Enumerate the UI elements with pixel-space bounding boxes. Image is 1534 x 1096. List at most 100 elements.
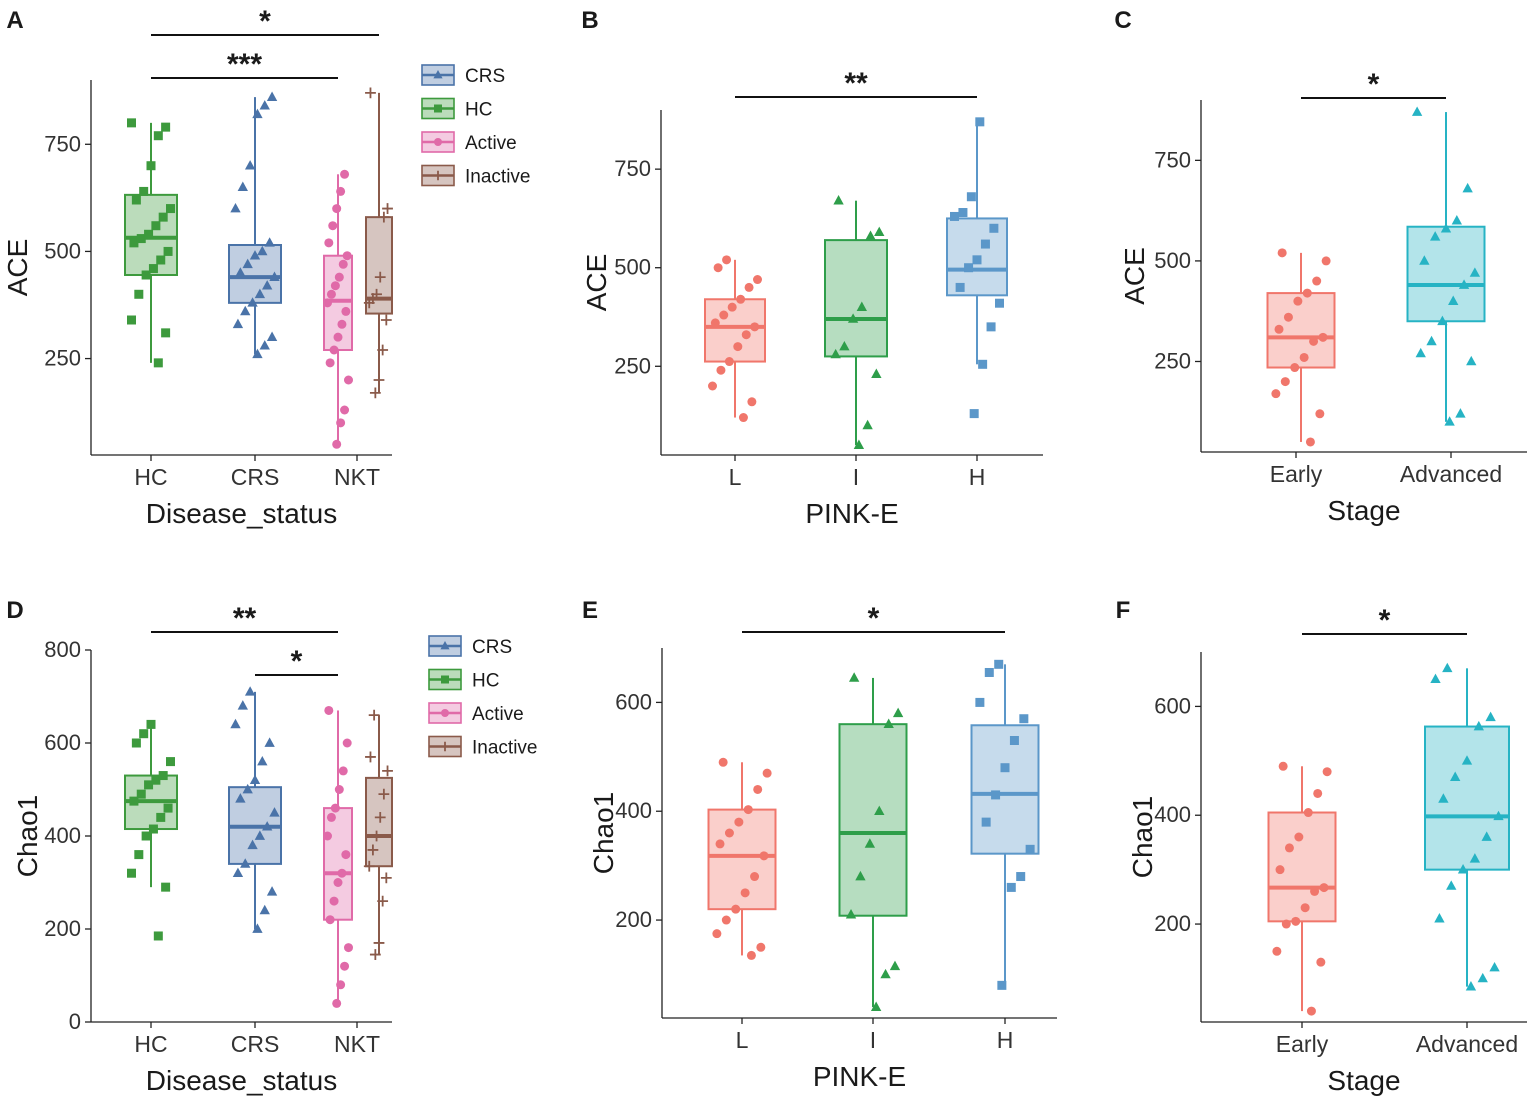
data-point (848, 672, 860, 682)
data-point (724, 357, 734, 367)
x-tick-label: Advanced (1416, 1031, 1518, 1057)
data-point (1299, 352, 1309, 362)
data-point (1318, 332, 1328, 342)
x-axis-label: PINK-E (805, 498, 898, 529)
data-point (333, 878, 343, 887)
data-point (266, 331, 278, 341)
box-iqr (970, 724, 1040, 855)
data-point (332, 998, 342, 1008)
data-point (747, 397, 757, 407)
data-point (708, 381, 717, 391)
data-point (1025, 844, 1035, 854)
data-point (365, 87, 376, 99)
legend-label: Active (472, 704, 524, 725)
data-point (141, 831, 151, 841)
data-point (1306, 1006, 1316, 1016)
x-axis-label: Disease_status (146, 498, 337, 529)
data-point (337, 319, 347, 329)
data-point (129, 238, 139, 248)
data-point (1309, 336, 1319, 346)
data-point (378, 788, 390, 800)
data-point (329, 345, 339, 355)
y-axis-label: ACE (1119, 247, 1150, 305)
data-point (326, 812, 336, 822)
data-point (158, 771, 168, 781)
data-point (340, 405, 350, 415)
data-point (716, 365, 726, 375)
y-tick-label: 800 (44, 637, 81, 662)
data-point (259, 100, 270, 110)
data-point (981, 817, 991, 827)
legend: CRS HC Active Inactive (428, 635, 537, 759)
y-tick-label: 400 (615, 798, 652, 823)
data-point (365, 751, 376, 763)
data-point (324, 238, 334, 248)
legend-marker (440, 741, 450, 752)
panel-f: F 200 400 600 Early Advanced Stage Chao1 * (1116, 597, 1527, 1096)
data-point (1316, 957, 1326, 967)
legend-item-crs: CRS (421, 64, 505, 87)
data-point (262, 280, 273, 290)
data-point (864, 838, 876, 848)
y-axis-label: Chao1 (1127, 796, 1158, 879)
data-point (254, 288, 266, 299)
data-point (371, 288, 382, 300)
data-point (1430, 673, 1441, 684)
box-hc (124, 118, 178, 368)
data-point (371, 830, 382, 842)
data-point (148, 824, 158, 834)
data-point (338, 766, 348, 776)
data-point (966, 192, 976, 202)
data-point (328, 221, 338, 231)
data-point (156, 812, 166, 822)
data-point (958, 208, 968, 218)
data-point (1000, 763, 1010, 773)
box-hc (124, 719, 178, 941)
data-point (753, 784, 763, 794)
data-point (986, 322, 996, 332)
data-point (980, 239, 990, 249)
data-point (325, 358, 335, 368)
data-point (369, 387, 381, 399)
data-point (1290, 363, 1300, 373)
data-point (377, 344, 389, 356)
data-point (259, 340, 270, 350)
box-iqr (1424, 725, 1510, 871)
data-point (235, 793, 246, 803)
data-point (995, 298, 1004, 308)
x-tick-label: NKT (334, 464, 380, 490)
data-point (374, 271, 386, 283)
y-tick-label: 500 (44, 238, 81, 263)
data-point (247, 297, 258, 307)
data-point (753, 275, 762, 285)
data-point (736, 294, 746, 304)
data-point (237, 700, 248, 710)
data-point (323, 298, 332, 308)
data-point (344, 375, 353, 385)
data-point (1322, 767, 1332, 777)
x-tick-label: HC (134, 1031, 167, 1057)
data-point (1310, 886, 1320, 896)
y-tick-label: 750 (44, 131, 81, 156)
legend-item-hc: HC (428, 668, 499, 692)
data-point (1429, 231, 1441, 241)
legend-item-inactive: Inactive (421, 164, 530, 188)
data-point (989, 223, 999, 233)
data-point (740, 888, 750, 898)
data-point (382, 765, 393, 777)
data-point (1271, 389, 1281, 399)
data-point (1284, 843, 1294, 853)
y-tick-label: 250 (44, 346, 81, 371)
data-point (341, 306, 351, 316)
x-tick-label: Early (1276, 1031, 1329, 1057)
data-point (964, 263, 974, 273)
data-point (127, 118, 136, 128)
data-point (264, 737, 275, 747)
data-point (1315, 409, 1325, 419)
legend-label: CRS (465, 66, 505, 87)
data-point (870, 1001, 882, 1011)
data-point (158, 212, 168, 222)
data-point (1294, 832, 1304, 842)
data-point (1019, 714, 1029, 724)
data-point (324, 705, 334, 715)
